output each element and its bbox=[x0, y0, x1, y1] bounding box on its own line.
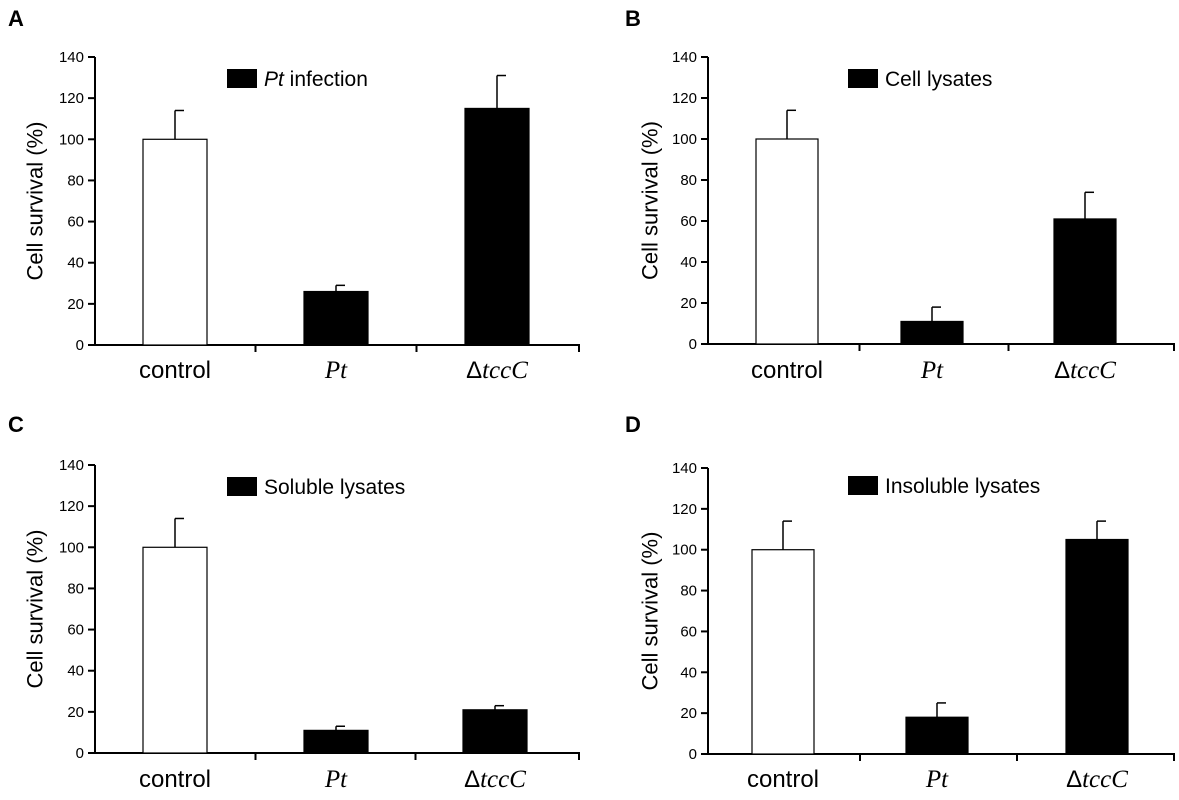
bar bbox=[1053, 218, 1117, 345]
y-tick-label: 100 bbox=[672, 131, 697, 148]
bar bbox=[1065, 538, 1129, 755]
x-tick-label: ΔtccC bbox=[466, 357, 528, 384]
bar bbox=[303, 729, 369, 754]
legend-swatch bbox=[848, 476, 878, 495]
bar bbox=[142, 138, 208, 346]
legend-label-text: infection bbox=[284, 68, 368, 91]
y-tick-label: 120 bbox=[672, 90, 697, 107]
y-tick-label: 0 bbox=[76, 337, 84, 354]
bar bbox=[142, 546, 208, 754]
x-tick-label: Pt bbox=[324, 766, 348, 793]
x-tick-label: Pt bbox=[324, 357, 348, 384]
x-tick-label: control bbox=[139, 766, 211, 793]
y-tick-label: 140 bbox=[59, 457, 84, 474]
y-tick-label: 80 bbox=[680, 172, 697, 189]
x-tick-label-text: Pt bbox=[925, 766, 949, 793]
y-tick-label: 0 bbox=[689, 336, 697, 353]
bar bbox=[900, 320, 964, 345]
x-tick-label: ΔtccC bbox=[1054, 357, 1116, 384]
y-tick-label: 60 bbox=[680, 623, 697, 640]
y-tick-label: 80 bbox=[680, 583, 697, 600]
y-axis-label: Cell survival (%) bbox=[638, 532, 663, 691]
y-tick-label: 140 bbox=[59, 49, 84, 66]
y-tick-label: 0 bbox=[689, 746, 697, 763]
y-tick-label: 120 bbox=[59, 498, 84, 515]
chart-panel-a: A 0 20 40 60 80 100 120 140 Cell survival (%) cont… bbox=[8, 6, 580, 384]
bar bbox=[755, 138, 819, 345]
y-tick-label: 20 bbox=[680, 295, 697, 312]
bar bbox=[751, 549, 815, 755]
y-tick-label: 20 bbox=[67, 296, 84, 313]
y-tick-label: 80 bbox=[67, 580, 84, 597]
y-tick-label: 0 bbox=[76, 745, 84, 762]
x-tick-label-text: tccC bbox=[480, 766, 526, 793]
panel-letter: C bbox=[8, 412, 24, 437]
x-tick-label-prefix: Δ bbox=[464, 766, 480, 793]
x-tick-label: control bbox=[751, 357, 823, 384]
x-tick-label: ΔtccC bbox=[464, 766, 526, 793]
y-tick-label: 60 bbox=[67, 622, 84, 639]
legend-swatch bbox=[848, 69, 878, 88]
y-tick-label: 60 bbox=[67, 214, 84, 231]
chart-panel-b: B 0 20 40 60 80 100 120 140 Cell survival (%) cont… bbox=[625, 6, 1175, 384]
x-tick-label-prefix: Δ bbox=[1066, 766, 1082, 793]
y-tick-label: 140 bbox=[672, 49, 697, 66]
y-tick-label: 100 bbox=[59, 539, 84, 556]
x-tick-label-text: Pt bbox=[920, 357, 944, 384]
y-tick-label: 60 bbox=[680, 213, 697, 230]
chart-panel-d: D 0 20 40 60 80 100 120 140 Cell survival (%) cont… bbox=[625, 412, 1175, 793]
x-tick-label: Pt bbox=[925, 766, 949, 793]
y-axis-label: Cell survival (%) bbox=[23, 122, 48, 281]
panel-letter: B bbox=[625, 6, 641, 31]
legend-label-italic: Pt bbox=[264, 68, 285, 91]
x-tick-label-text: Pt bbox=[324, 766, 348, 793]
x-tick-label: control bbox=[747, 766, 819, 793]
x-tick-label-prefix: Δ bbox=[1054, 357, 1070, 384]
bar bbox=[303, 290, 369, 346]
y-axis-label: Cell survival (%) bbox=[638, 121, 663, 280]
x-tick-label-prefix: Δ bbox=[466, 357, 482, 384]
legend-label: Cell lysates bbox=[885, 68, 992, 91]
x-tick-label: ΔtccC bbox=[1066, 766, 1128, 793]
legend-label: Insoluble lysates bbox=[885, 475, 1040, 498]
y-tick-label: 20 bbox=[67, 704, 84, 721]
panel-letter: A bbox=[8, 6, 24, 31]
y-tick-label: 40 bbox=[67, 663, 84, 680]
bar bbox=[464, 107, 530, 346]
y-tick-label: 80 bbox=[67, 172, 84, 189]
x-tick-label-text: tccC bbox=[1070, 357, 1116, 384]
y-tick-label: 100 bbox=[672, 542, 697, 559]
bar bbox=[905, 716, 969, 755]
y-axis-label: Cell survival (%) bbox=[23, 530, 48, 689]
legend-label: Soluble lysates bbox=[264, 476, 405, 499]
x-tick-label-text: tccC bbox=[482, 357, 528, 384]
y-tick-label: 140 bbox=[672, 460, 697, 477]
x-tick-label: Pt bbox=[920, 357, 944, 384]
y-tick-label: 40 bbox=[680, 664, 697, 681]
y-tick-label: 120 bbox=[672, 501, 697, 518]
x-tick-label: control bbox=[139, 357, 211, 384]
y-tick-label: 20 bbox=[680, 705, 697, 722]
x-tick-label-text: Pt bbox=[324, 357, 348, 384]
legend-swatch bbox=[227, 69, 257, 88]
y-tick-label: 100 bbox=[59, 131, 84, 148]
x-tick-label-text: tccC bbox=[1082, 766, 1128, 793]
panel-letter: D bbox=[625, 412, 641, 437]
legend-label: Pt infection bbox=[264, 68, 368, 91]
y-tick-label: 40 bbox=[67, 255, 84, 272]
y-tick-label: 120 bbox=[59, 90, 84, 107]
legend-swatch bbox=[227, 477, 257, 496]
y-tick-label: 40 bbox=[680, 254, 697, 271]
chart-panel-c: C 0 20 40 60 80 100 120 140 Cell survival (%) cont… bbox=[8, 412, 580, 793]
bar bbox=[462, 709, 528, 754]
